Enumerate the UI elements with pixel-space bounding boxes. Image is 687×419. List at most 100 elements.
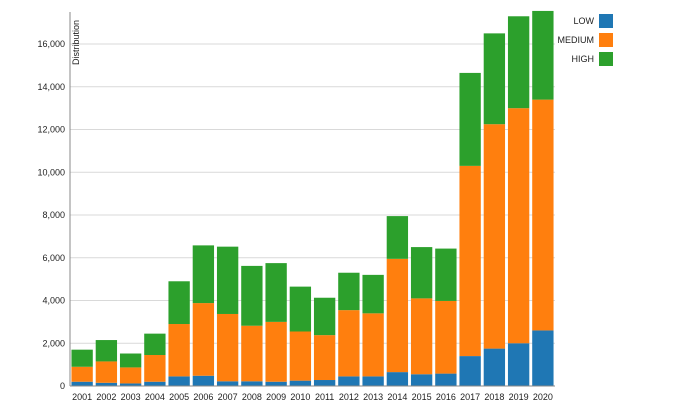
bar-high-2014: [386, 216, 409, 259]
bar-medium-2020: [532, 99, 554, 331]
x-tick-label: 2002: [96, 392, 116, 402]
bar-low-2014: [386, 372, 409, 386]
y-tick-label: 14,000: [37, 82, 65, 92]
bar-high-2011: [313, 297, 336, 336]
bar-medium-2016: [435, 300, 457, 374]
bar-medium-2013: [362, 313, 384, 377]
x-tick-label: 2020: [533, 392, 553, 402]
y-axis-title: Distribution: [71, 20, 81, 65]
x-tick-label: 2009: [266, 392, 286, 402]
bar-medium-2015: [410, 298, 433, 375]
bar-high-2007: [216, 246, 239, 314]
bars: 2001 2002 2003 2004 2005 2006 2007 2008 2009 2010…: [71, 10, 554, 402]
legend-swatch-low: [599, 14, 613, 28]
x-tick-label: 2013: [363, 392, 383, 402]
y-tick-label: 10,000: [37, 167, 65, 177]
bar-low-2008: [241, 381, 263, 386]
bar-medium-2003: [119, 367, 142, 384]
bar-high-2012: [338, 272, 360, 311]
bar-low-2020: [532, 330, 554, 386]
bar-high-2010: [289, 286, 312, 332]
bar-low-2004: [144, 381, 166, 386]
x-tick-label: 2018: [484, 392, 504, 402]
x-tick-label: 2012: [339, 392, 359, 402]
bar-low-2001: [71, 381, 93, 386]
legend-swatch-medium: [599, 33, 613, 47]
x-tick-label: 2015: [412, 392, 432, 402]
bar-high-2009: [265, 263, 287, 322]
bar-high-2003: [119, 353, 142, 368]
bar-medium-2009: [265, 321, 287, 382]
legend-swatch-high: [599, 52, 613, 66]
y-tick-label: 8,000: [42, 210, 65, 220]
bar-medium-2014: [386, 258, 409, 373]
y-tick-label: 0: [60, 381, 65, 391]
bar-high-2019: [507, 16, 530, 109]
x-tick-label: 2004: [145, 392, 165, 402]
legend: LOW MEDIUM HIGH: [558, 14, 613, 66]
bar-medium-2010: [289, 331, 312, 381]
bar-medium-2017: [459, 165, 481, 357]
bar-high-2016: [435, 248, 457, 301]
bar-high-2015: [410, 247, 433, 299]
bar-high-2006: [192, 245, 215, 304]
x-tick-label: 2006: [193, 392, 213, 402]
bar-medium-2007: [216, 313, 239, 382]
bar-medium-2019: [507, 108, 530, 344]
bar-low-2017: [459, 356, 481, 386]
bar-high-2001: [71, 349, 93, 367]
legend-label-high: HIGH: [572, 54, 595, 64]
y-tick-label: 6,000: [42, 253, 65, 263]
bar-low-2013: [362, 376, 384, 386]
bar-low-2010: [289, 380, 312, 386]
x-tick-label: 2003: [121, 392, 141, 402]
bar-medium-2005: [168, 324, 190, 377]
bar-medium-2011: [313, 335, 336, 381]
bar-high-2018: [483, 33, 506, 125]
legend-label-medium: MEDIUM: [558, 35, 595, 45]
x-tick-label: 2007: [218, 392, 238, 402]
bar-medium-2006: [192, 303, 215, 376]
bar-high-2005: [168, 281, 190, 325]
bar-low-2009: [265, 381, 287, 386]
legend-label-low: LOW: [573, 16, 594, 26]
bar-high-2004: [144, 333, 166, 356]
bar-low-2002: [95, 382, 118, 386]
x-tick-label: 2001: [72, 392, 92, 402]
x-tick-label: 2010: [290, 392, 310, 402]
y-tick-label: 2,000: [42, 338, 65, 348]
bar-low-2015: [410, 374, 433, 386]
bar-high-2013: [362, 274, 384, 314]
axes: [69, 12, 555, 387]
bar-low-2007: [216, 381, 239, 386]
bar-high-2020: [532, 10, 554, 100]
bar-low-2019: [507, 343, 530, 386]
x-tick-label: 2019: [509, 392, 529, 402]
bar-low-2011: [313, 380, 336, 386]
bar-low-2018: [483, 348, 506, 386]
bar-low-2005: [168, 376, 190, 386]
bar-medium-2004: [144, 355, 166, 382]
x-tick-label: 2017: [460, 392, 480, 402]
bar-medium-2012: [338, 310, 360, 377]
bar-medium-2018: [483, 124, 506, 349]
bar-high-2017: [459, 72, 481, 166]
x-tick-label: 2005: [169, 392, 189, 402]
x-tick-label: 2011: [315, 392, 334, 402]
y-tick-label: 12,000: [37, 125, 65, 135]
x-tick-label: 2016: [436, 392, 456, 402]
bar-high-2002: [95, 340, 118, 362]
bar-high-2008: [241, 265, 263, 326]
bar-low-2003: [119, 383, 142, 386]
bar-medium-2002: [95, 361, 118, 383]
y-tick-label: 4,000: [42, 296, 65, 306]
bar-low-2006: [192, 375, 215, 386]
x-tick-label: 2014: [387, 392, 407, 402]
x-tick-label: 2008: [242, 392, 262, 402]
bar-medium-2001: [71, 366, 93, 382]
bar-low-2012: [338, 376, 360, 386]
bar-low-2016: [435, 373, 457, 386]
bar-medium-2008: [241, 325, 263, 382]
y-tick-label: 16,000: [37, 39, 65, 49]
